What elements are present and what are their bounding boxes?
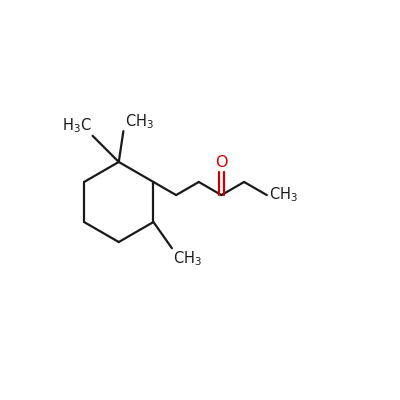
Text: CH$_3$: CH$_3$ <box>173 250 202 268</box>
Text: H$_3$C: H$_3$C <box>62 116 91 135</box>
Text: CH$_3$: CH$_3$ <box>269 185 298 204</box>
Text: O: O <box>215 155 228 170</box>
Text: CH$_3$: CH$_3$ <box>125 112 154 130</box>
